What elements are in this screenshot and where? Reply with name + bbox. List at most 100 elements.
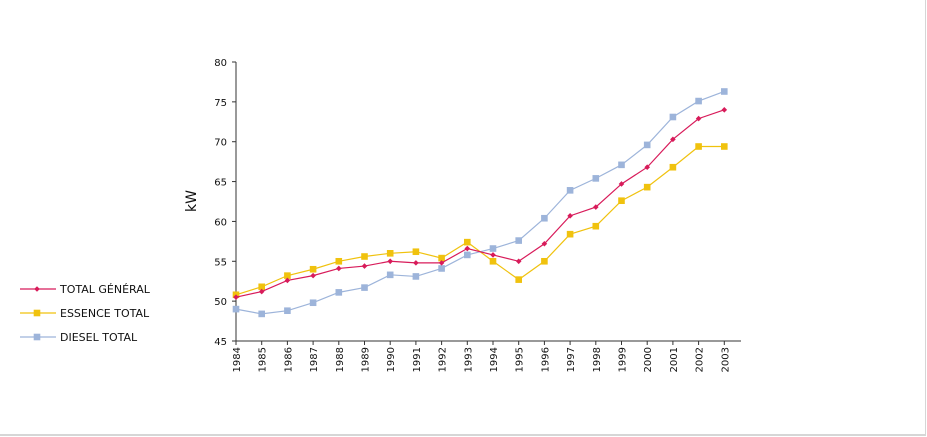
data-point (309, 299, 317, 307)
x-tick-label: 1996 (540, 347, 551, 372)
data-point (284, 272, 291, 279)
x-tick-label: 1993 (463, 347, 474, 372)
data-point (336, 265, 342, 272)
series-essence-total (232, 143, 728, 299)
x-tick-label: 2000 (643, 347, 654, 372)
data-point (284, 277, 291, 284)
data-point (669, 163, 677, 171)
x-tick-label: 1997 (566, 347, 577, 372)
series-diesel-total (232, 88, 728, 318)
data-point (438, 265, 445, 272)
data-point (669, 113, 677, 121)
data-point (541, 257, 548, 265)
data-point (464, 245, 471, 252)
data-point (386, 271, 394, 279)
y-ticks: 45 50 55 60 65 70 75 80 (214, 58, 236, 348)
x-tick-label: 1984 (232, 347, 243, 372)
data-point (695, 115, 702, 122)
y-tick-label: 70 (214, 138, 227, 149)
data-point (644, 164, 650, 171)
x-tick-label: 1999 (618, 347, 629, 372)
x-tick-label: 1987 (309, 347, 320, 372)
x-tick-label: 2003 (720, 347, 731, 372)
data-point (310, 272, 316, 279)
series-line (235, 109, 725, 298)
x-tick-label: 1986 (283, 347, 294, 372)
data-point (232, 305, 240, 313)
legend-label: DIESEL TOTAL (60, 331, 138, 344)
x-tick-label: 1990 (386, 347, 397, 372)
data-point (515, 237, 522, 244)
data-point (592, 175, 600, 182)
data-point (386, 250, 394, 257)
legend-label: TOTAL GÉNÉRAL (59, 283, 151, 296)
series-line (235, 145, 725, 296)
data-point (284, 307, 291, 315)
data-point (593, 204, 599, 210)
data-point (541, 240, 548, 247)
legend-item: ESSENCE TOTAL (20, 307, 150, 320)
series-layer (232, 88, 728, 318)
y-tick-label: 50 (214, 297, 227, 308)
x-tick-label: 1992 (438, 347, 449, 372)
data-point (618, 197, 625, 205)
data-point (233, 294, 239, 300)
x-tick-label: 2001 (669, 347, 680, 372)
data-point (643, 141, 651, 149)
x-tick-label: 1985 (258, 347, 269, 372)
data-point (258, 310, 265, 318)
data-point (695, 143, 702, 150)
data-point (489, 245, 497, 252)
data-point (438, 260, 445, 266)
y-tick-label: 45 (214, 337, 227, 348)
data-point (438, 254, 445, 262)
data-point (258, 288, 265, 295)
x-tick-label: 1991 (412, 347, 423, 372)
y-tick-label: 60 (214, 217, 227, 228)
data-point (387, 258, 393, 265)
y-tick-label: 80 (214, 58, 227, 69)
data-point (618, 181, 625, 187)
y-tick-label: 65 (214, 178, 227, 189)
legend-marker (34, 286, 40, 292)
data-point (566, 230, 574, 238)
data-point (721, 143, 728, 150)
data-point (335, 257, 343, 265)
data-point (618, 161, 625, 169)
data-point (490, 252, 496, 258)
data-point (515, 276, 522, 283)
x-ticks: 1984 1985 1986 1987 1988 1989 1990 1991 1992 1993… (232, 341, 731, 372)
data-point (489, 257, 497, 265)
y-tick-label: 55 (214, 257, 227, 268)
data-point (721, 107, 728, 113)
data-point (258, 283, 265, 291)
data-point (541, 214, 548, 222)
data-point (413, 260, 419, 266)
data-point (567, 213, 573, 219)
data-point (309, 265, 317, 273)
x-tick-label: 2002 (695, 347, 706, 372)
legend-item: DIESEL TOTAL (20, 331, 138, 344)
x-tick-label: 1994 (489, 347, 500, 372)
data-point (361, 284, 368, 291)
axes (235, 62, 741, 342)
data-point (361, 253, 368, 260)
legend-label: ESSENCE TOTAL (60, 307, 150, 320)
x-tick-label: 1998 (592, 347, 603, 372)
data-point (464, 251, 471, 259)
y-axis-title: kW (184, 190, 200, 212)
data-point (566, 187, 574, 194)
data-point (361, 263, 368, 269)
legend: TOTAL GÉNÉRAL ESSENCE TOTAL DIESEL TOTAL (20, 283, 151, 344)
data-point (592, 222, 600, 230)
data-point (412, 248, 420, 256)
data-point (515, 258, 522, 265)
data-point (721, 88, 728, 95)
data-point (412, 273, 420, 280)
x-tick-label: 1995 (515, 347, 526, 372)
legend-marker (33, 333, 41, 341)
data-point (643, 183, 651, 191)
data-point (464, 238, 471, 246)
